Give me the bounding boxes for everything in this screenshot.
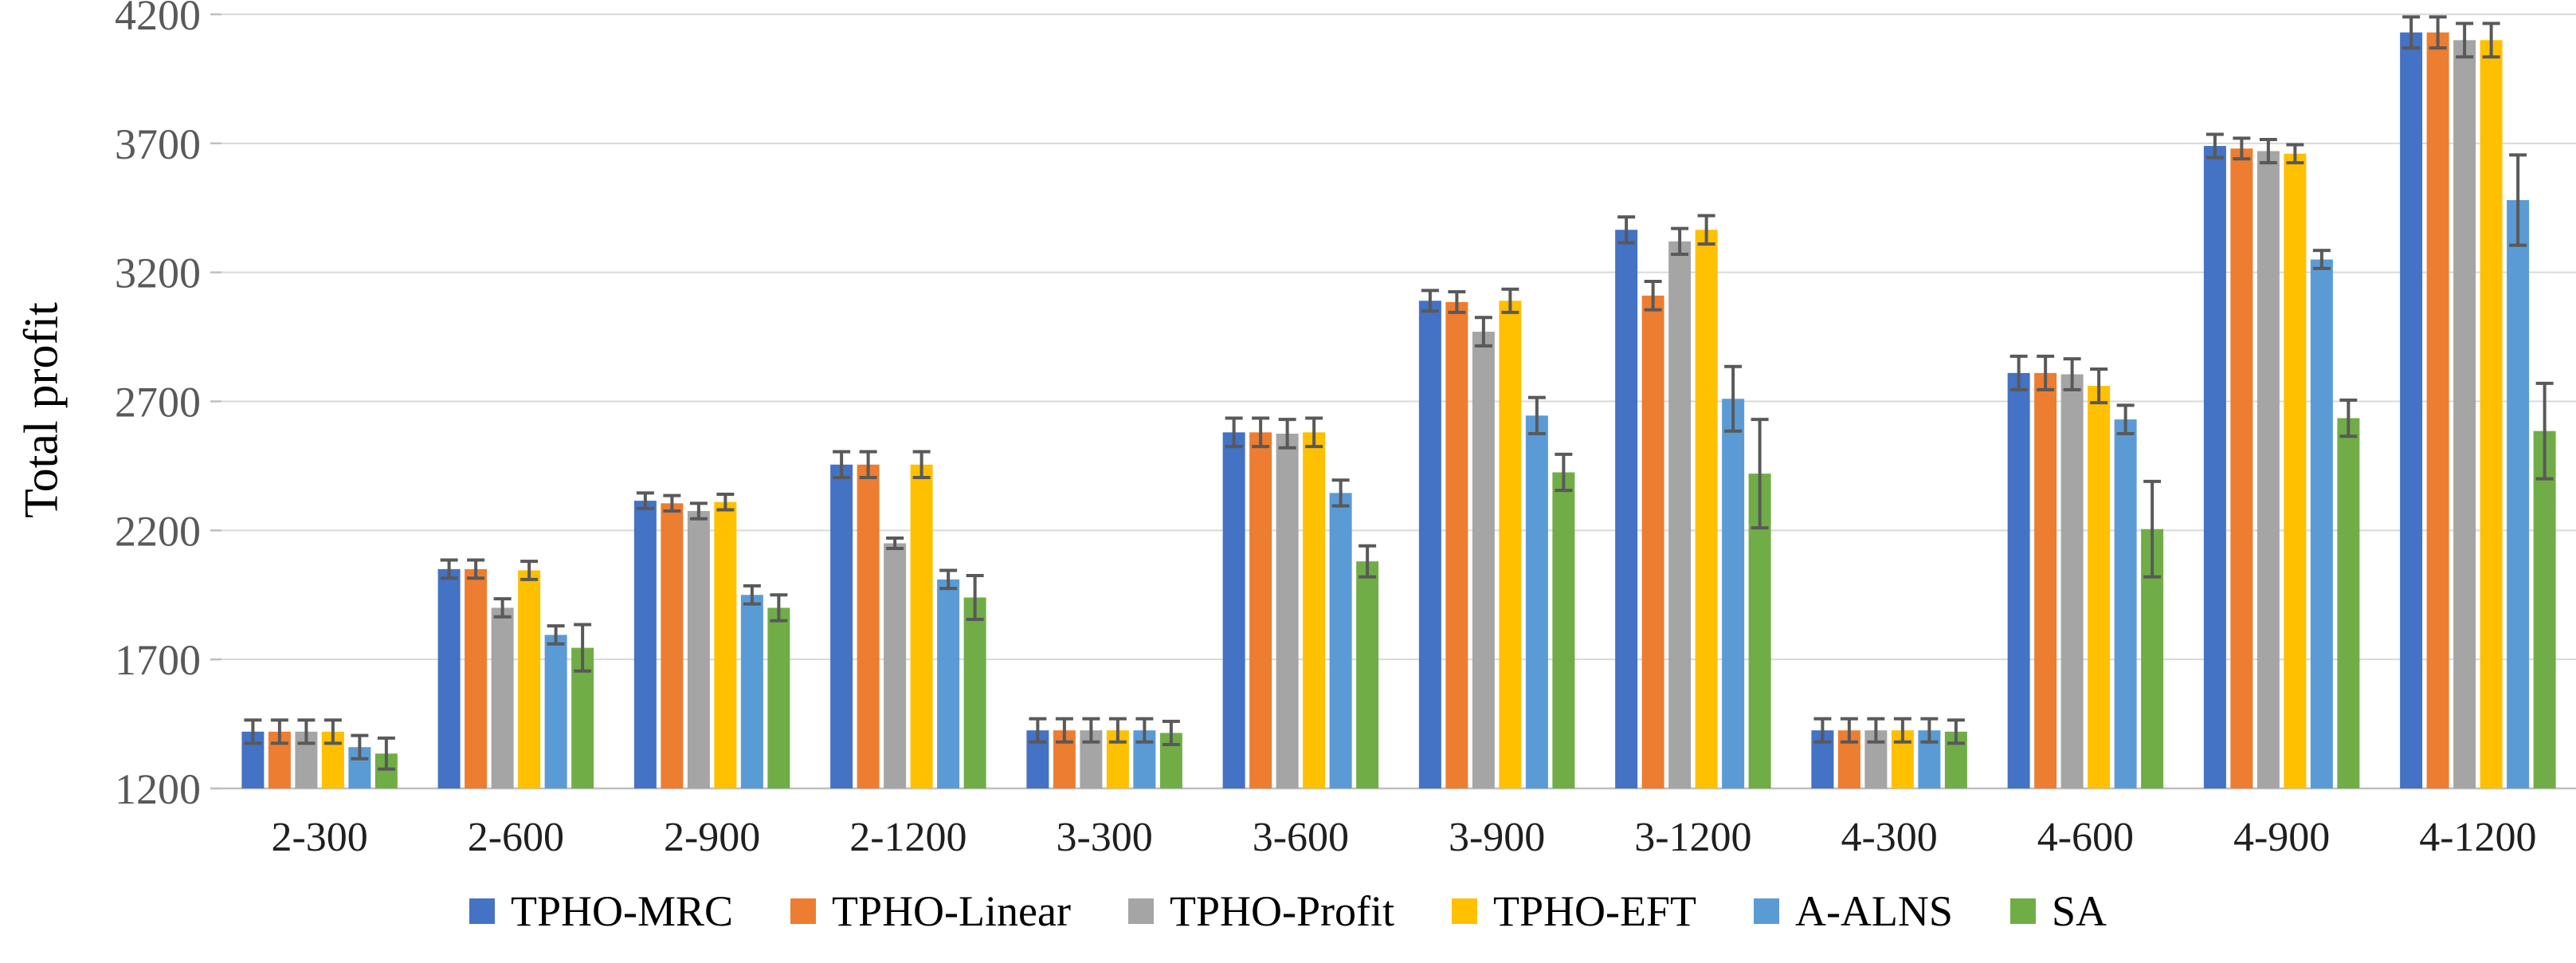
legend-label: TPHO-EFT: [1492, 887, 1696, 935]
y-axis-title: Total profit: [14, 302, 68, 518]
legend-item: TPHO-MRC: [469, 886, 733, 936]
bar: [767, 607, 790, 788]
bar: [1303, 432, 1326, 788]
bar: [1668, 241, 1692, 788]
bar: [1445, 301, 1468, 789]
x-tick-label: 4-300: [1841, 815, 1937, 860]
bar: [2400, 32, 2423, 788]
legend-swatch: [790, 898, 817, 924]
bar: [910, 464, 933, 788]
bar: [2256, 151, 2280, 788]
x-tick-label: 4-900: [2233, 815, 2330, 860]
x-tick-label: 2-900: [664, 815, 760, 860]
legend-swatch: [1451, 898, 1477, 924]
bar: [2507, 200, 2530, 789]
legend-swatch: [2009, 898, 2036, 924]
bar: [2088, 386, 2111, 788]
bar: [2533, 430, 2556, 788]
legend-item: TPHO-EFT: [1451, 886, 1696, 936]
bar: [963, 597, 986, 788]
x-tick-label: 4-600: [2037, 815, 2134, 860]
bar: [687, 511, 710, 788]
y-tick-label: 2700: [115, 379, 201, 426]
bar: [2284, 153, 2307, 788]
legend-label: A-ALNS: [1794, 887, 1953, 935]
x-tick-label: 3-900: [1449, 815, 1545, 860]
legend-swatch: [1753, 898, 1779, 924]
bar: [2453, 40, 2476, 789]
legend-item: TPHO-Linear: [790, 886, 1071, 936]
y-tick-label: 3200: [115, 250, 201, 297]
bar: [830, 464, 853, 788]
bar: [2203, 146, 2226, 788]
legend-item: TPHO-Profit: [1127, 886, 1394, 936]
bar: [2337, 418, 2360, 788]
bar: [884, 543, 907, 788]
legend-swatch: [1127, 898, 1154, 924]
bar: [1418, 301, 1441, 788]
bar: [633, 501, 657, 788]
x-tick-label: 4-1200: [2419, 815, 2536, 860]
legend-label: SA: [2051, 887, 2107, 935]
bar: [937, 579, 960, 788]
bar: [1276, 433, 1299, 788]
legend-label: TPHO-MRC: [511, 887, 734, 935]
bar: [1615, 230, 1638, 788]
bar: [1552, 472, 1575, 788]
bar: [518, 570, 541, 788]
bar: [1222, 432, 1245, 788]
chart-legend: TPHO-MRC TPHO-Linear TPHO-Profit TPHO-EFT A-…: [0, 886, 2576, 936]
bar: [1499, 301, 1522, 788]
x-tick-label: 2-300: [271, 815, 367, 860]
bar: [2426, 32, 2449, 788]
bar: [2034, 372, 2057, 788]
x-tick-label: 2-600: [468, 815, 564, 860]
x-tick-label: 3-600: [1253, 815, 1349, 860]
bar: [2060, 374, 2084, 788]
bar: [714, 501, 737, 788]
bar: [2007, 372, 2030, 788]
bar: [2480, 40, 2503, 789]
bar: [1249, 432, 1272, 788]
bar: [661, 503, 684, 788]
bar: [1641, 295, 1664, 789]
bar: [1329, 493, 1352, 788]
bar: [740, 595, 763, 788]
x-tick-label: 2-1200: [849, 815, 966, 860]
bar: [2310, 259, 2333, 788]
y-tick-label: 1700: [115, 636, 201, 684]
y-tick-label: 3700: [115, 120, 201, 168]
y-tick-label: 4200: [115, 0, 201, 39]
bar: [465, 568, 488, 788]
x-tick-label: 3-300: [1056, 815, 1152, 860]
y-tick-label: 1200: [115, 765, 201, 813]
y-tick-label: 2200: [115, 507, 201, 555]
bar: [491, 607, 514, 788]
bar: [857, 464, 880, 788]
bar: [1525, 415, 1548, 788]
bar: [2114, 419, 2137, 788]
bar: [2230, 148, 2253, 789]
bar: [1356, 561, 1379, 788]
bar: [1722, 399, 1745, 788]
legend-item: A-ALNS: [1753, 886, 1953, 936]
x-tick-label: 3-1200: [1634, 815, 1751, 860]
bar: [1472, 332, 1495, 788]
bar: [437, 568, 461, 788]
legend-swatch: [469, 898, 495, 924]
bar: [544, 635, 567, 788]
legend-item: SA: [2009, 886, 2107, 936]
legend-label: TPHO-Linear: [832, 887, 1071, 935]
legend-label: TPHO-Profit: [1169, 887, 1394, 935]
bar: [1695, 230, 1718, 788]
